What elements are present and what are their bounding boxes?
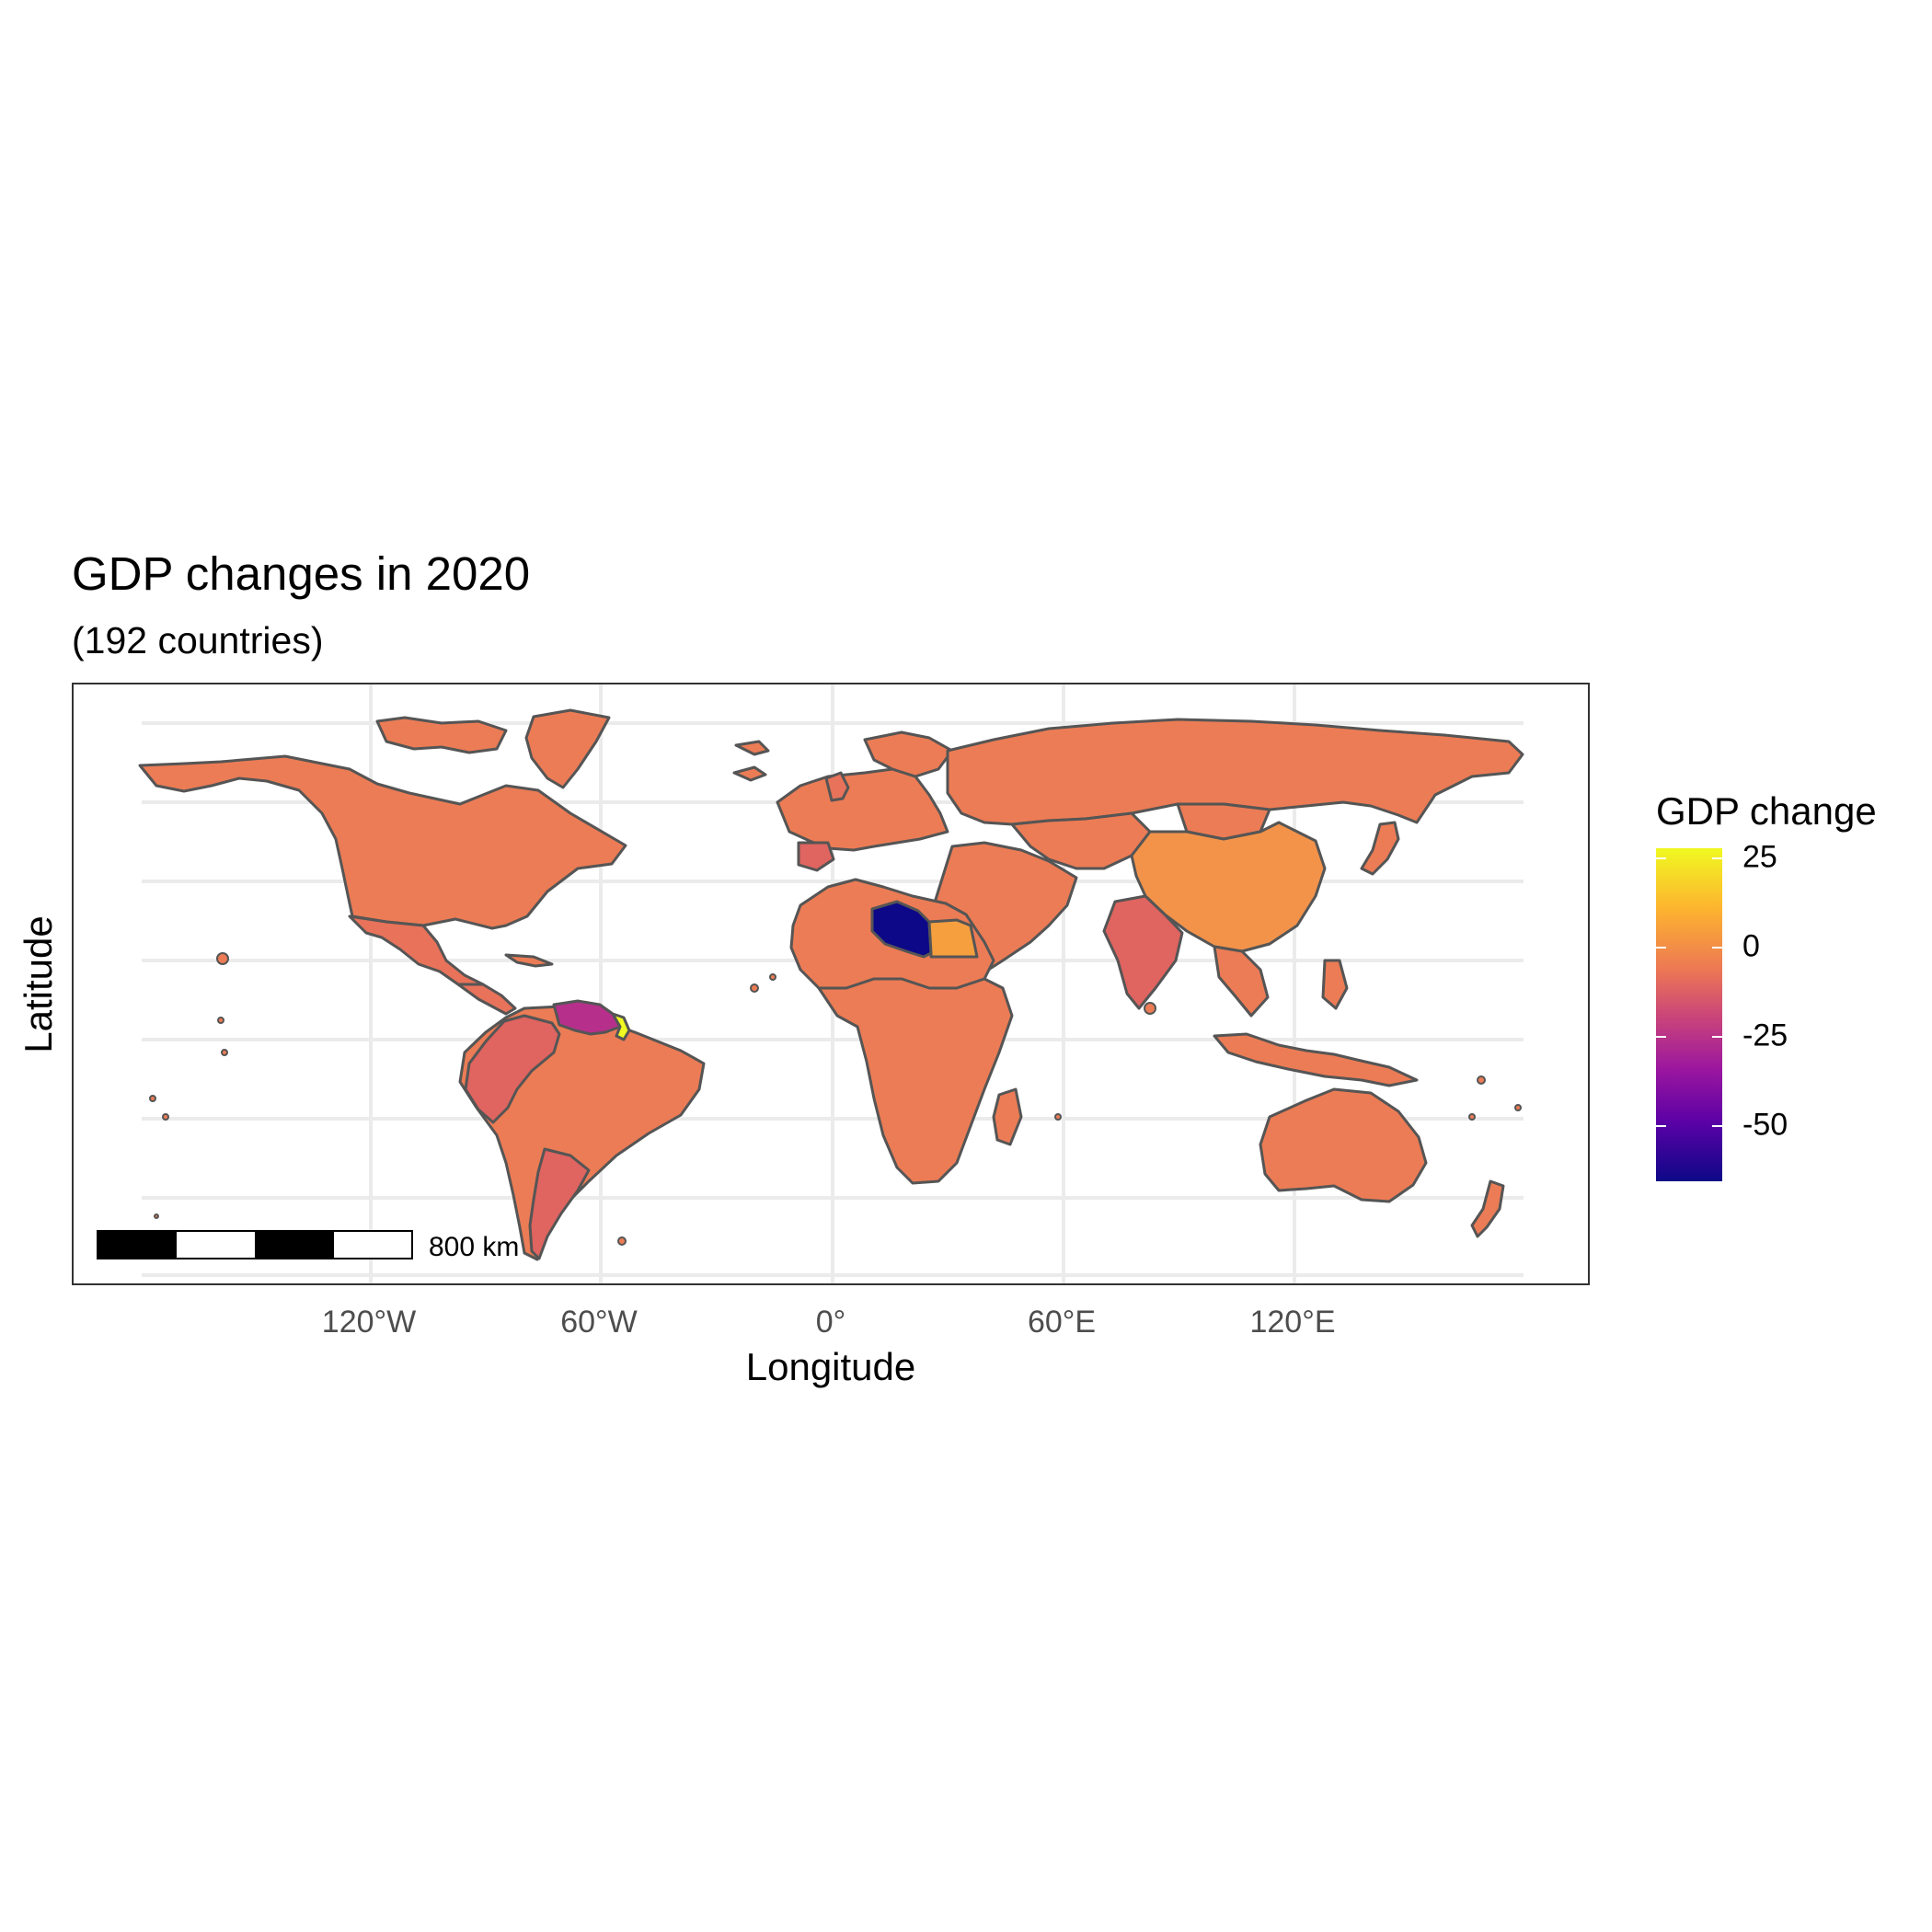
- island-falklands: [617, 1236, 627, 1246]
- legend-label-0: 0: [1742, 928, 1760, 964]
- country-canada-arctic-islands: [375, 716, 508, 754]
- country-guyana: [611, 1012, 631, 1041]
- legend-tick-0: [1712, 947, 1722, 949]
- country-venezuela: [552, 999, 622, 1036]
- scale-bar-segment-3: [255, 1231, 334, 1259]
- country-australia: [1259, 1087, 1428, 1203]
- x-tick-60E: 60°E: [1027, 1305, 1097, 1340]
- island-pacific-7: [1468, 1113, 1476, 1121]
- map-subtitle: (192 countries): [72, 619, 324, 661]
- country-central-america: [456, 983, 517, 1016]
- country-iberia: [797, 841, 835, 872]
- legend-title: GDP change: [1656, 789, 1877, 833]
- legend-tick-neg25: [1712, 1036, 1722, 1038]
- country-india: [1102, 894, 1184, 1010]
- island-pacific-3: [149, 1095, 156, 1102]
- island-atlantic-1: [750, 983, 759, 993]
- legend-tick-neg25-left: [1656, 1036, 1666, 1038]
- country-cuba: [504, 953, 554, 968]
- country-new-zealand: [1470, 1179, 1505, 1238]
- country-egypt: [927, 918, 979, 959]
- island-pacific-5: [1477, 1075, 1486, 1085]
- country-sub-saharan-africa: [817, 977, 1014, 1185]
- legend-tick-neg50: [1712, 1125, 1722, 1127]
- scale-bar-graphic: [97, 1230, 413, 1259]
- country-uk-ireland: [824, 771, 850, 802]
- country-colombia-ecuador-peru: [464, 1014, 561, 1124]
- legend-tick-25-left: [1656, 857, 1666, 859]
- island-atlantic-2: [769, 973, 776, 981]
- legend-label-neg50: -50: [1742, 1107, 1788, 1143]
- map-title: GDP changes in 2020: [72, 547, 531, 600]
- country-philippines: [1321, 959, 1349, 1010]
- x-tick-120E: 120°E: [1249, 1305, 1336, 1340]
- island-pacific-1: [217, 1017, 224, 1024]
- islands: [149, 952, 1522, 1246]
- country-scandinavia: [863, 730, 954, 778]
- island-pacific-6: [1514, 1104, 1522, 1111]
- country-indonesia: [1213, 1032, 1419, 1087]
- legend-tick-0-left: [1656, 947, 1666, 949]
- island-pacific-4: [162, 1113, 169, 1121]
- country-iceland: [732, 765, 767, 782]
- legend-tick-neg50-left: [1656, 1125, 1666, 1127]
- x-tick-60W: 60°W: [560, 1305, 638, 1340]
- map-panel: 800 km: [72, 683, 1590, 1285]
- x-tick-0: 0°: [815, 1305, 846, 1340]
- island-antarctic-1: [154, 1213, 159, 1219]
- x-axis-label: Longitude: [745, 1345, 916, 1388]
- country-libya: [870, 900, 933, 959]
- x-tick-120W: 120°W: [321, 1305, 417, 1340]
- country-europe: [776, 767, 949, 852]
- scale-bar-segment-1: [98, 1231, 177, 1259]
- island-srilanka: [1144, 1002, 1156, 1015]
- country-argentina: [528, 1147, 591, 1260]
- country-greenland: [524, 708, 611, 789]
- island-indian-1: [1054, 1113, 1062, 1121]
- island-pacific-2: [221, 1049, 228, 1056]
- country-southeast-asia: [1213, 945, 1270, 1018]
- island-hawaii: [216, 952, 229, 965]
- legend-label-25: 25: [1742, 839, 1777, 875]
- legend-label-neg25: -25: [1742, 1018, 1788, 1053]
- country-japan: [1360, 821, 1400, 876]
- country-north-america: [138, 754, 627, 930]
- scale-bar-label: 800 km: [429, 1232, 520, 1262]
- world-map: [97, 684, 1524, 1283]
- country-greenland-europe-sea-islands: [734, 740, 770, 756]
- y-axis-label: Latitude: [17, 915, 60, 1053]
- legend-tick-25: [1712, 857, 1722, 859]
- country-madagascar: [992, 1087, 1023, 1146]
- legend-colorbar: [1656, 848, 1722, 1181]
